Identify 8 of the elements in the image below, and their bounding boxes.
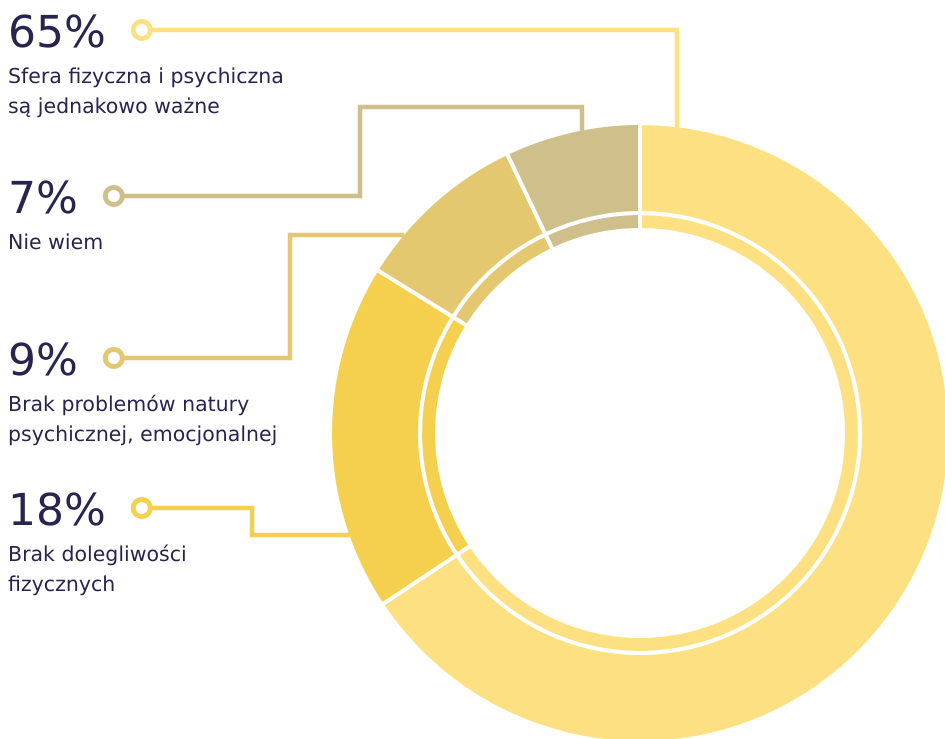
data-label: 9% — [8, 335, 78, 386]
data-label: 65% — [8, 7, 106, 58]
slice-label: Sfera fizyczna i psychiczna są jednakowo ważne — [8, 64, 284, 118]
slice-label: Brak problemów natury psychicznej, emocjonalnej — [8, 392, 278, 446]
data-label: 18% — [8, 485, 106, 536]
data-label: 7% — [8, 173, 78, 224]
slice-label: Brak dolegliwości fizycznych — [8, 542, 187, 596]
slice-label: Nie wiem — [8, 230, 104, 254]
